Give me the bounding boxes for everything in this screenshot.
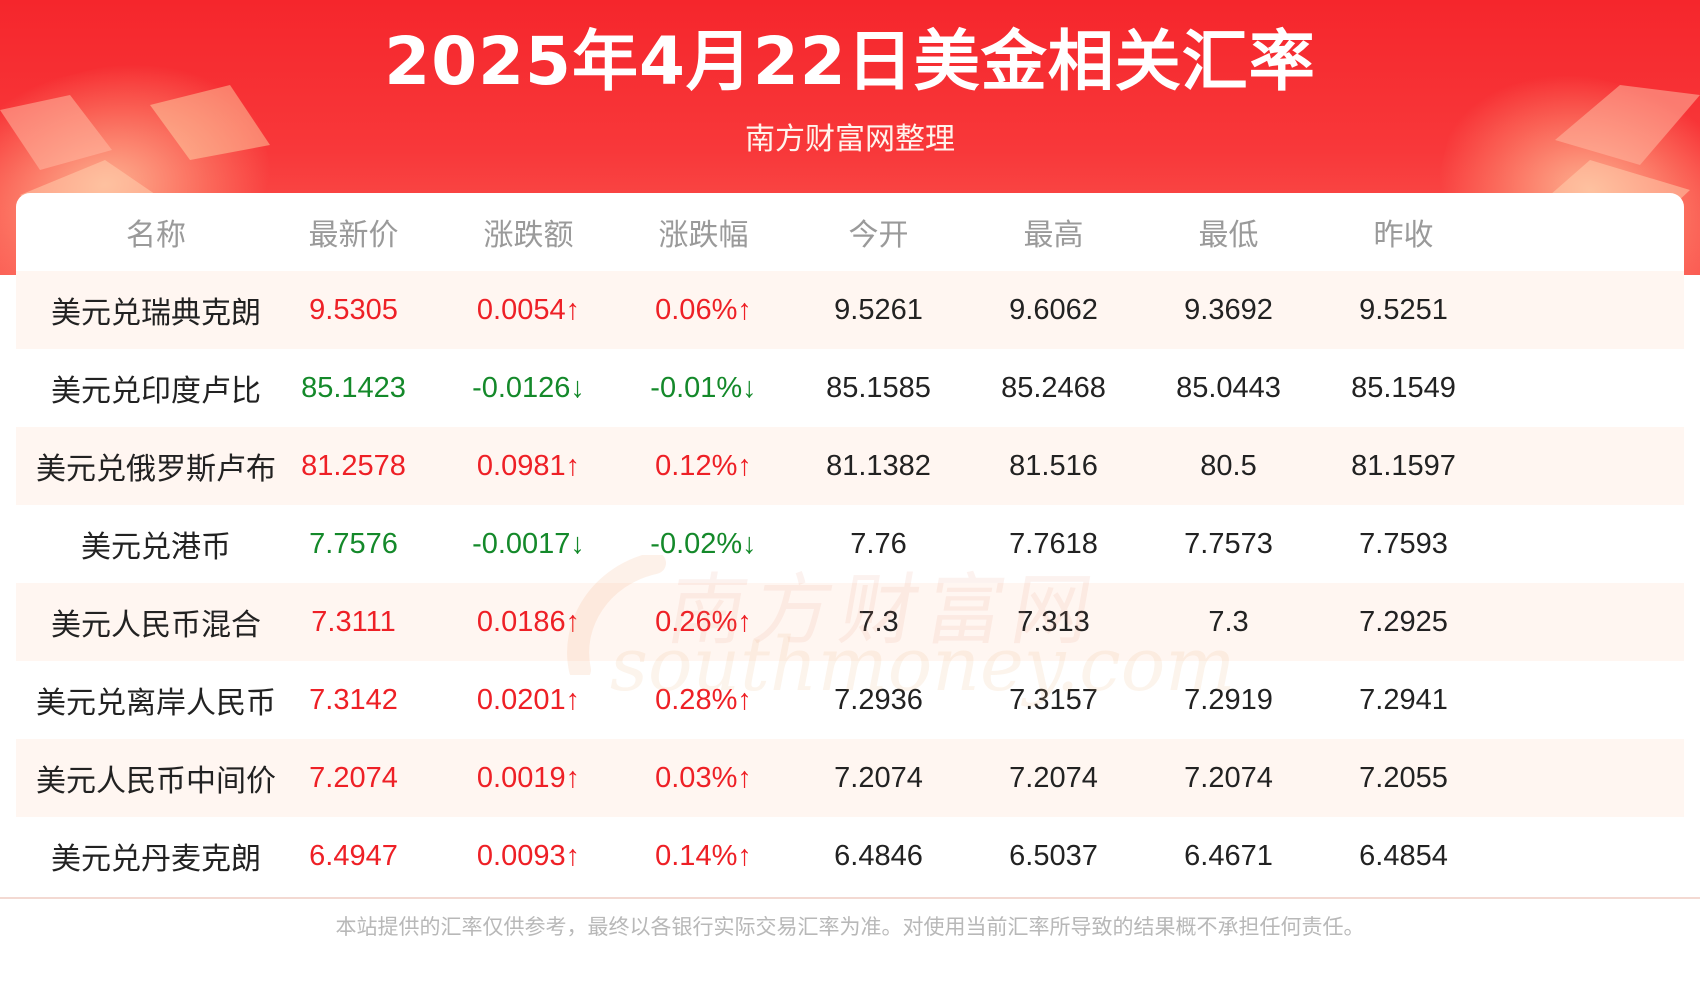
disclaimer-text: 本站提供的汇率仅供参考，最终以各银行实际交易汇率为准。对使用当前汇率所导致的结果… xyxy=(335,915,1365,939)
change-percent: 0.14%↑ xyxy=(655,839,752,872)
open-price: 81.1382 xyxy=(826,449,931,482)
change-percent: 0.26%↑ xyxy=(655,605,752,638)
high-price: 81.516 xyxy=(1009,449,1098,482)
column-header-pct: 涨跌幅 xyxy=(658,218,749,253)
high-price: 9.6062 xyxy=(1009,293,1098,326)
open-price: 7.3 xyxy=(858,605,899,638)
low-price: 7.2074 xyxy=(1184,761,1273,794)
prev-close: 6.4854 xyxy=(1359,839,1448,872)
column-header-high: 最高 xyxy=(1023,218,1084,253)
table-row: 美元兑俄罗斯卢布 81.2578 0.0981↑ 0.12%↑ 81.1382 81.51… xyxy=(16,427,1684,505)
pair-name: 美元兑离岸人民币 xyxy=(36,686,276,721)
change-amount: 0.0201↑ xyxy=(476,683,581,716)
column-header-latest: 最新价 xyxy=(308,218,399,253)
pair-name: 美元人民币中间价 xyxy=(36,764,276,799)
table-row: 美元兑离岸人民币 7.3142 0.0201↑ 0.28%↑ 7.2936 7.3157 7… xyxy=(16,661,1684,739)
page-subtitle: 南方财富网整理 xyxy=(745,122,955,157)
table-row: 美元兑瑞典克朗 9.5305 0.0054↑ 0.06%↑ 9.5261 9.6062 9.… xyxy=(16,271,1684,349)
pair-name: 美元兑印度卢比 xyxy=(51,374,261,409)
rates-table: 名称 最新价 涨跌额 涨跌幅 今开 最高 最低 昨收 美元兑瑞典克朗 9.5305 0.0054↑… xyxy=(16,193,1684,898)
change-percent: -0.02%↓ xyxy=(650,527,757,560)
pair-name: 美元兑俄罗斯卢布 xyxy=(36,452,276,487)
high-price: 85.2468 xyxy=(1001,371,1106,404)
table-header: 名称 最新价 涨跌额 涨跌幅 今开 最高 最低 昨收 xyxy=(16,193,1684,271)
prev-close: 7.2925 xyxy=(1359,605,1448,638)
column-header-open: 今开 xyxy=(848,218,909,253)
low-price: 85.0443 xyxy=(1176,371,1281,404)
high-price: 7.313 xyxy=(1017,605,1090,638)
latest-price: 7.7576 xyxy=(309,527,398,560)
change-amount: 0.0981↑ xyxy=(476,449,581,482)
change-percent: 0.06%↑ xyxy=(655,293,752,326)
change-percent: -0.01%↓ xyxy=(650,371,757,404)
change-percent: 0.28%↑ xyxy=(655,683,752,716)
prev-close: 7.2941 xyxy=(1359,683,1448,716)
column-header-change: 涨跌额 xyxy=(483,218,574,253)
pair-name: 美元人民币混合 xyxy=(51,608,261,643)
change-amount: 0.0093↑ xyxy=(476,839,581,872)
column-header-prev: 昨收 xyxy=(1373,218,1434,253)
open-price: 7.76 xyxy=(850,527,907,560)
table-row: 美元兑印度卢比 85.1423 -0.0126↓ -0.01%↓ 85.1585 85.2… xyxy=(16,349,1684,427)
latest-price: 81.2578 xyxy=(301,449,406,482)
change-percent: 0.03%↑ xyxy=(655,761,752,794)
footer-divider xyxy=(0,897,1700,899)
latest-price: 7.2074 xyxy=(309,761,398,794)
low-price: 7.3 xyxy=(1208,605,1249,638)
prev-close: 81.1597 xyxy=(1351,449,1456,482)
table-row: 美元兑港币 7.7576 -0.0017↓ -0.02%↓ 7.76 7.7618 7.75… xyxy=(16,505,1684,583)
latest-price: 7.3111 xyxy=(311,605,396,638)
open-price: 7.2074 xyxy=(834,761,923,794)
change-amount: -0.0126↓ xyxy=(472,371,585,404)
high-price: 7.7618 xyxy=(1009,527,1098,560)
table-row: 美元人民币混合 7.3111 0.0186↑ 0.26%↑ 7.3 7.313 7.3 7.2… xyxy=(16,583,1684,661)
change-percent: 0.12%↑ xyxy=(655,449,752,482)
low-price: 6.4671 xyxy=(1184,839,1273,872)
low-price: 80.5 xyxy=(1200,449,1257,482)
page-title: 2025年4月22日美金相关汇率 xyxy=(384,23,1316,100)
high-price: 7.2074 xyxy=(1009,761,1098,794)
prev-close: 7.2055 xyxy=(1359,761,1448,794)
high-price: 6.5037 xyxy=(1009,839,1098,872)
prev-close: 9.5251 xyxy=(1359,293,1448,326)
column-header-name: 名称 xyxy=(126,218,186,253)
latest-price: 85.1423 xyxy=(301,371,406,404)
latest-price: 6.4947 xyxy=(309,839,398,872)
pair-name: 美元兑港币 xyxy=(81,530,231,565)
low-price: 7.7573 xyxy=(1184,527,1273,560)
open-price: 7.2936 xyxy=(834,683,923,716)
change-amount: 0.0186↑ xyxy=(476,605,581,638)
open-price: 85.1585 xyxy=(826,371,931,404)
prev-close: 7.7593 xyxy=(1359,527,1448,560)
high-price: 7.3157 xyxy=(1009,683,1098,716)
latest-price: 9.5305 xyxy=(309,293,398,326)
prev-close: 85.1549 xyxy=(1351,371,1456,404)
pair-name: 美元兑丹麦克朗 xyxy=(51,842,261,877)
low-price: 9.3692 xyxy=(1184,293,1273,326)
change-amount: 0.0019↑ xyxy=(476,761,581,794)
change-amount: -0.0017↓ xyxy=(472,527,585,560)
latest-price: 7.3142 xyxy=(309,683,398,716)
column-header-low: 最低 xyxy=(1198,218,1259,253)
change-amount: 0.0054↑ xyxy=(476,293,581,326)
table-row: 美元人民币中间价 7.2074 0.0019↑ 0.03%↑ 7.2074 7.2074 7… xyxy=(16,739,1684,817)
pair-name: 美元兑瑞典克朗 xyxy=(51,296,261,331)
low-price: 7.2919 xyxy=(1184,683,1273,716)
open-price: 6.4846 xyxy=(834,839,923,872)
table-row: 美元兑丹麦克朗 6.4947 0.0093↑ 0.14%↑ 6.4846 6.5037 6.… xyxy=(16,817,1684,895)
open-price: 9.5261 xyxy=(834,293,923,326)
